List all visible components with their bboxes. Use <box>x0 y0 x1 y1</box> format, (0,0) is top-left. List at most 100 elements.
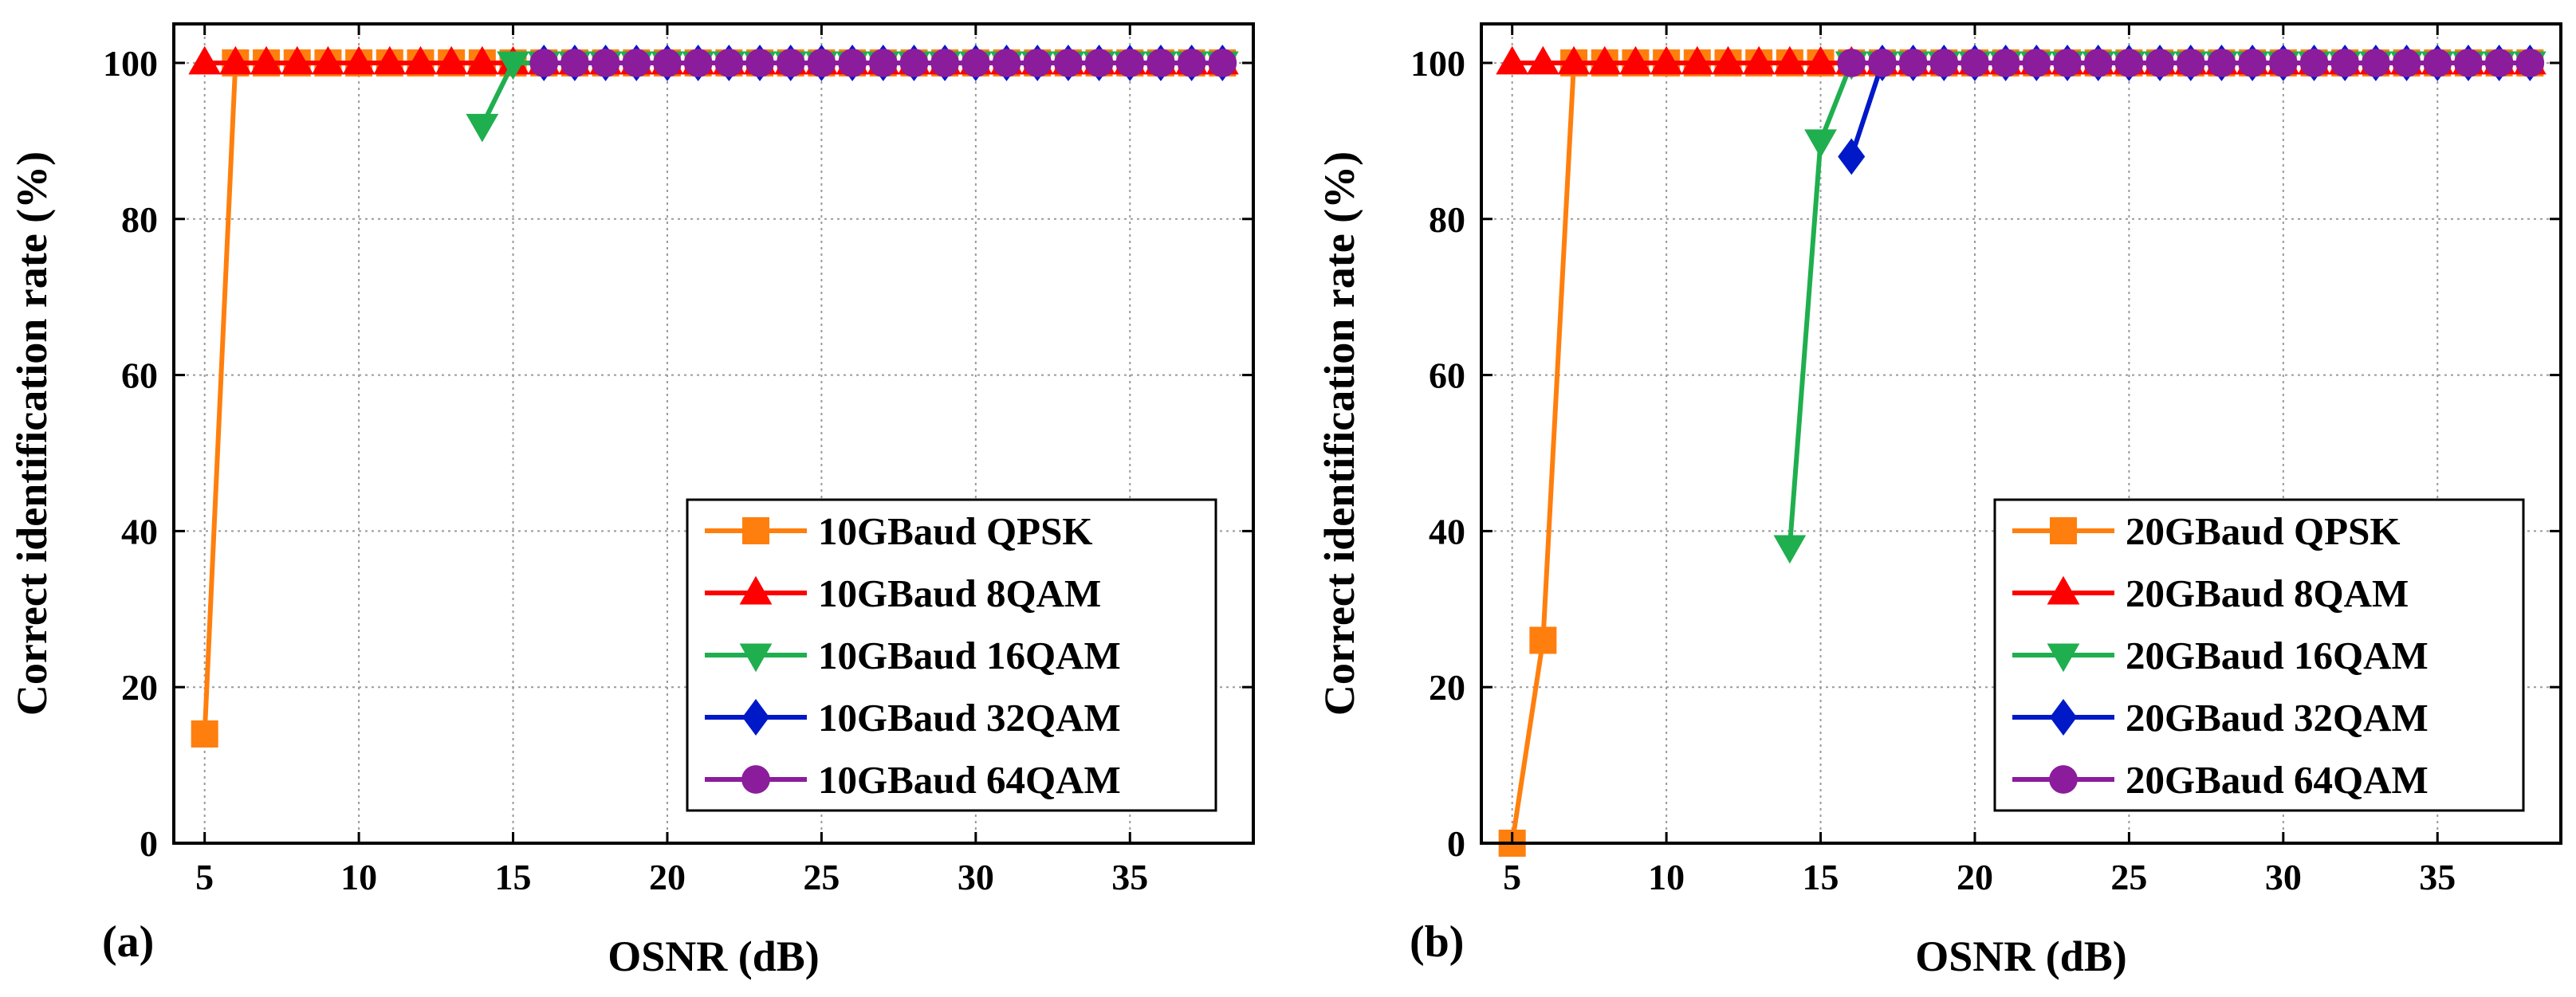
data-point <box>1529 626 1557 654</box>
data-point <box>2053 49 2082 77</box>
data-point <box>250 45 283 75</box>
legend-item: 20GBaud 16QAM <box>2012 634 2429 677</box>
data-point <box>992 49 1021 77</box>
x-tick-label: 20 <box>649 857 686 897</box>
data-point <box>1837 49 1866 77</box>
legend-marker <box>742 517 769 544</box>
legend-marker <box>2047 575 2080 605</box>
data-point <box>2268 49 2298 77</box>
x-tick-label: 5 <box>1503 857 1521 897</box>
data-point <box>312 45 344 75</box>
legend-item: 20GBaud 32QAM <box>2012 696 2429 740</box>
data-point <box>2022 49 2051 77</box>
legend-item: 10GBaud 64QAM <box>705 758 1121 802</box>
data-point <box>2423 49 2452 77</box>
data-point <box>1526 45 1559 75</box>
data-point <box>2145 49 2174 77</box>
data-point <box>2484 49 2514 77</box>
x-tick-label: 20 <box>1957 857 1993 897</box>
legend-marker <box>742 699 769 736</box>
data-point <box>466 113 499 143</box>
y-axis-label: Correct identification rate (%) <box>8 151 56 716</box>
data-point <box>1650 45 1683 75</box>
legend-label: 20GBaud QPSK <box>2126 509 2400 553</box>
legend-item: 10GBaud QPSK <box>705 509 1092 553</box>
data-point <box>1804 45 1837 75</box>
legend-label: 20GBaud 8QAM <box>2126 571 2409 615</box>
axes-frame <box>172 22 1255 845</box>
data-point <box>466 45 499 75</box>
data-point <box>1115 49 1145 77</box>
data-point <box>2207 49 2236 77</box>
data-point <box>1773 535 1807 564</box>
x-tick-label: 30 <box>2265 857 2302 897</box>
data-point <box>2362 49 2390 77</box>
data-point <box>868 49 898 77</box>
data-point <box>591 49 620 77</box>
data-point <box>2454 49 2483 77</box>
legend-marker <box>2049 765 2078 794</box>
series-20gbaud-64qam <box>1837 49 2545 77</box>
data-point <box>622 49 651 77</box>
data-point <box>1496 45 1529 75</box>
legend-item: 10GBaud 32QAM <box>705 696 1121 740</box>
legend-label: 10GBaud 16QAM <box>818 634 1121 677</box>
y-axis-label: Correct identification rate (%) <box>1316 151 1363 716</box>
legend-item: 10GBaud 16QAM <box>705 634 1121 677</box>
y-tick-label: 0 <box>140 823 158 864</box>
data-point <box>1742 45 1776 75</box>
data-point <box>1177 49 1206 77</box>
data-point <box>1588 45 1622 75</box>
data-point <box>373 45 407 75</box>
legend-marker <box>739 575 773 605</box>
y-tick-label: 20 <box>1429 667 1465 708</box>
axes-frame <box>1480 22 2562 845</box>
legend-label: 10GBaud 32QAM <box>818 696 1121 740</box>
data-point <box>435 45 468 75</box>
y-tick-label: 80 <box>121 199 158 240</box>
data-point <box>1961 49 1989 77</box>
data-point <box>1773 45 1807 75</box>
data-point <box>218 45 252 75</box>
data-point <box>1804 129 1837 159</box>
data-point <box>653 49 682 77</box>
y-tick-label: 60 <box>1429 355 1465 396</box>
data-point <box>560 49 589 77</box>
y-tick-label: 80 <box>1429 199 1465 240</box>
data-point <box>497 51 529 80</box>
legend-label: 20GBaud 32QAM <box>2126 696 2429 740</box>
legend-label: 20GBaud 64QAM <box>2126 758 2429 802</box>
data-point <box>1681 45 1714 75</box>
data-point <box>714 49 744 77</box>
data-point <box>1991 49 2020 77</box>
data-point <box>930 49 959 77</box>
panel-label: (a) <box>102 917 154 967</box>
y-tick-label: 60 <box>121 355 158 396</box>
legend: 20GBaud QPSK 20GBaud 8QAM 20GBaud 16QAM 20G… <box>1993 498 2525 812</box>
x-tick-label: 10 <box>340 857 377 897</box>
data-point <box>2392 49 2421 77</box>
legend-marker <box>739 643 773 673</box>
data-point <box>683 49 713 77</box>
series-10gbaud-64qam <box>529 49 1237 77</box>
data-point <box>1023 49 1052 77</box>
data-point <box>1712 45 1744 75</box>
x-tick-label: 5 <box>195 857 214 897</box>
data-point <box>1929 49 1959 77</box>
data-point <box>529 49 559 77</box>
x-tick-label: 30 <box>958 857 994 897</box>
x-axis-label: OSNR (dB) <box>608 932 820 980</box>
y-tick-label: 0 <box>1447 823 1465 864</box>
x-tick-label: 10 <box>1648 857 1685 897</box>
x-tick-label: 35 <box>1111 857 1148 897</box>
x-axis-label: OSNR (dB) <box>1915 932 2127 980</box>
data-point <box>1557 45 1591 75</box>
x-tick-label: 15 <box>495 857 532 897</box>
data-point <box>1868 49 1897 77</box>
data-point <box>807 49 836 77</box>
data-point <box>2176 49 2205 77</box>
data-point <box>1146 49 1175 77</box>
y-tick-label: 40 <box>121 511 158 551</box>
legend-marker <box>741 765 770 794</box>
data-point <box>191 720 218 748</box>
